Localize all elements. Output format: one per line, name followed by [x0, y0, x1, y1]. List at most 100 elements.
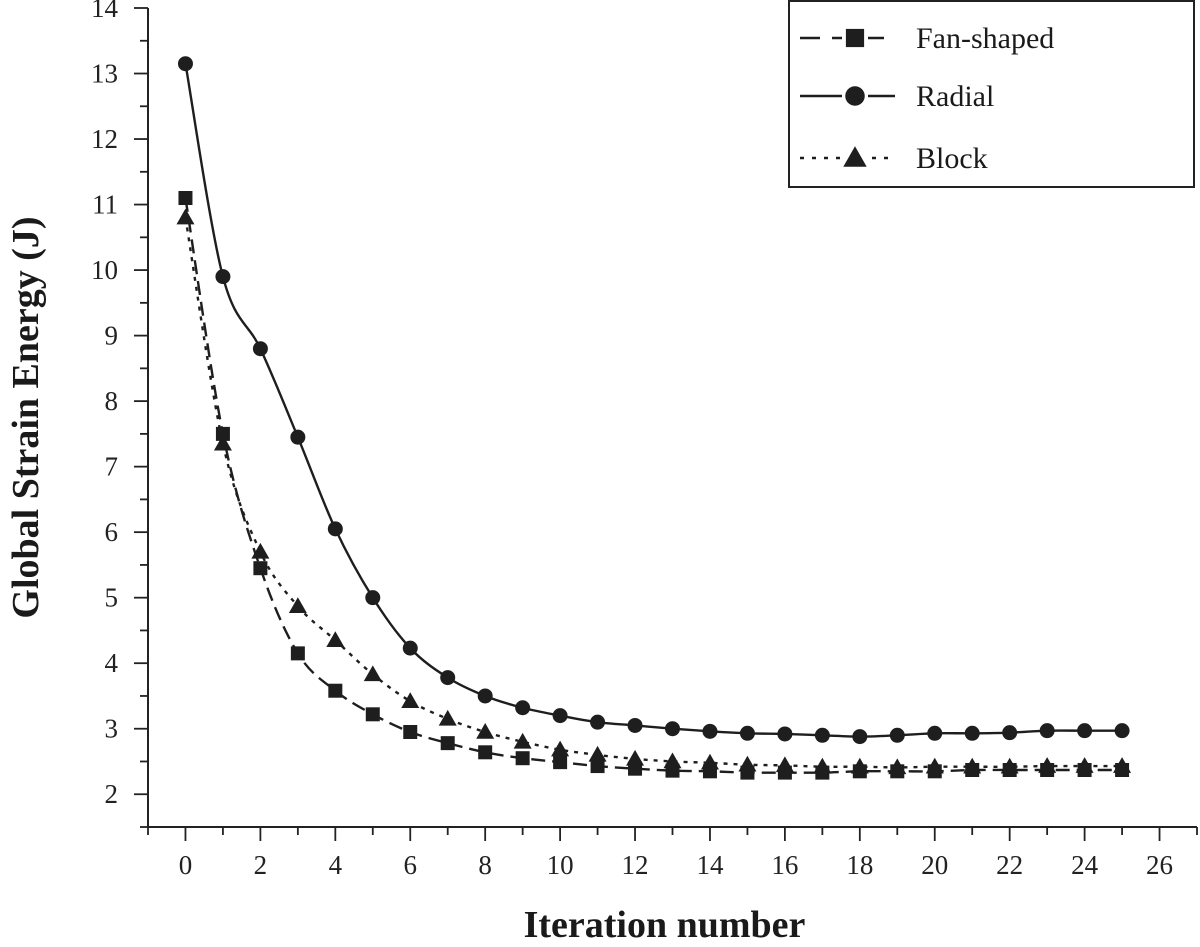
data-point-radial: [290, 429, 306, 445]
data-point-block: [775, 756, 794, 773]
data-point-block: [1000, 757, 1019, 774]
data-point-block: [700, 753, 719, 770]
data-point-radial: [1002, 725, 1018, 741]
y-tick-label: 4: [105, 648, 119, 678]
series-line-fan-shaped: [184, 197, 1123, 774]
data-point-radial: [590, 714, 606, 730]
x-tick-label: 26: [1146, 850, 1173, 880]
x-tick-label: 6: [404, 850, 418, 880]
data-point-fan-shaped: [440, 736, 455, 751]
y-tick-label: 3: [105, 714, 119, 744]
data-point-block: [476, 722, 495, 739]
data-point-block: [925, 757, 944, 774]
data-point-block: [513, 732, 532, 749]
data-point-radial: [552, 708, 568, 724]
data-point-radial: [814, 727, 830, 743]
y-tick-label: 14: [91, 0, 119, 23]
x-tick-label: 20: [921, 850, 948, 880]
x-tick-label: 2: [254, 850, 268, 880]
y-axis-title: Global Strain Energy (J): [5, 216, 47, 618]
data-point-radial: [1077, 723, 1093, 739]
data-point-block: [1075, 757, 1094, 773]
data-point-block: [888, 758, 907, 775]
data-point-block: [438, 709, 457, 726]
series-layer: [176, 56, 1132, 780]
series-fan-shaped: [178, 191, 1130, 780]
axes: 0 2 4 6 8 10 12 14 16 18 20 22 24 2623456789101112131…: [91, 0, 1198, 880]
data-point-radial: [327, 521, 343, 537]
data-point-radial: [889, 727, 905, 743]
data-point-block: [663, 752, 682, 769]
data-point-radial: [702, 723, 718, 739]
data-point-radial: [964, 725, 980, 741]
legend-marker-fan-shaped: [845, 28, 865, 48]
legend: Fan-shaped Radial Block: [788, 0, 1195, 188]
series-radial: [177, 56, 1130, 745]
data-point-radial: [440, 670, 456, 686]
data-point-fan-shaped: [590, 759, 605, 774]
data-point-radial: [1039, 723, 1055, 739]
data-point-radial: [927, 725, 943, 741]
y-tick-label: 13: [91, 59, 118, 89]
data-point-fan-shaped: [403, 724, 418, 739]
data-point-radial: [777, 726, 793, 742]
data-point-radial: [665, 721, 680, 737]
data-point-fan-shaped: [290, 646, 305, 661]
data-point-block: [326, 631, 345, 648]
legend-label-radial: Radial: [916, 80, 994, 113]
x-tick-label: 10: [547, 850, 574, 880]
series-block: [176, 208, 1132, 775]
data-point-block: [963, 757, 982, 774]
y-tick-label: 9: [105, 321, 119, 351]
x-tick-label: 8: [478, 850, 492, 880]
data-point-radial: [365, 590, 381, 606]
x-tick-label: 16: [771, 850, 798, 880]
x-tick-label: 0: [179, 850, 193, 880]
data-point-radial: [515, 700, 531, 716]
x-tick-label: 24: [1071, 850, 1099, 880]
data-point-block: [176, 208, 195, 225]
data-point-radial: [477, 688, 493, 704]
y-tick-label: 2: [105, 779, 119, 809]
legend-marker-block: [843, 146, 867, 167]
y-tick-label: 7: [105, 452, 119, 482]
data-point-fan-shaped: [515, 751, 530, 766]
data-point-fan-shaped: [215, 426, 230, 441]
data-point-block: [850, 757, 869, 774]
y-tick-label: 5: [105, 583, 119, 613]
data-point-radial: [852, 729, 868, 745]
data-point-block: [738, 755, 757, 772]
data-point-block: [401, 692, 420, 708]
data-point-fan-shaped: [328, 683, 343, 698]
legend-marker-radial: [845, 86, 865, 106]
data-point-block: [363, 665, 382, 682]
data-point-fan-shaped: [553, 755, 568, 770]
data-point-radial: [402, 640, 418, 656]
data-point-fan-shaped: [478, 745, 493, 760]
data-point-block: [551, 740, 570, 757]
x-tick-label: 12: [622, 850, 649, 880]
legend-label-block: Block: [916, 142, 988, 175]
data-point-fan-shaped: [178, 191, 193, 206]
data-point-radial: [739, 725, 755, 741]
data-point-block: [813, 757, 832, 774]
data-point-block: [588, 745, 607, 762]
x-tick-label: 22: [996, 850, 1023, 880]
data-point-radial: [252, 341, 268, 357]
data-point-radial: [177, 56, 193, 72]
data-point-block: [1113, 757, 1132, 773]
y-tick-label: 11: [92, 190, 118, 220]
data-point-block: [626, 749, 645, 766]
y-tick-label: 6: [105, 517, 119, 547]
y-tick-label: 12: [91, 124, 118, 154]
x-tick-label: 14: [696, 850, 724, 880]
data-point-block: [1038, 757, 1057, 773]
data-point-radial: [1114, 723, 1130, 739]
data-point-block: [251, 542, 270, 559]
x-tick-label: 4: [329, 850, 343, 880]
x-tick-label: 18: [846, 850, 873, 880]
data-point-fan-shaped: [365, 707, 380, 722]
data-point-radial: [627, 717, 643, 733]
data-point-block: [288, 597, 307, 613]
